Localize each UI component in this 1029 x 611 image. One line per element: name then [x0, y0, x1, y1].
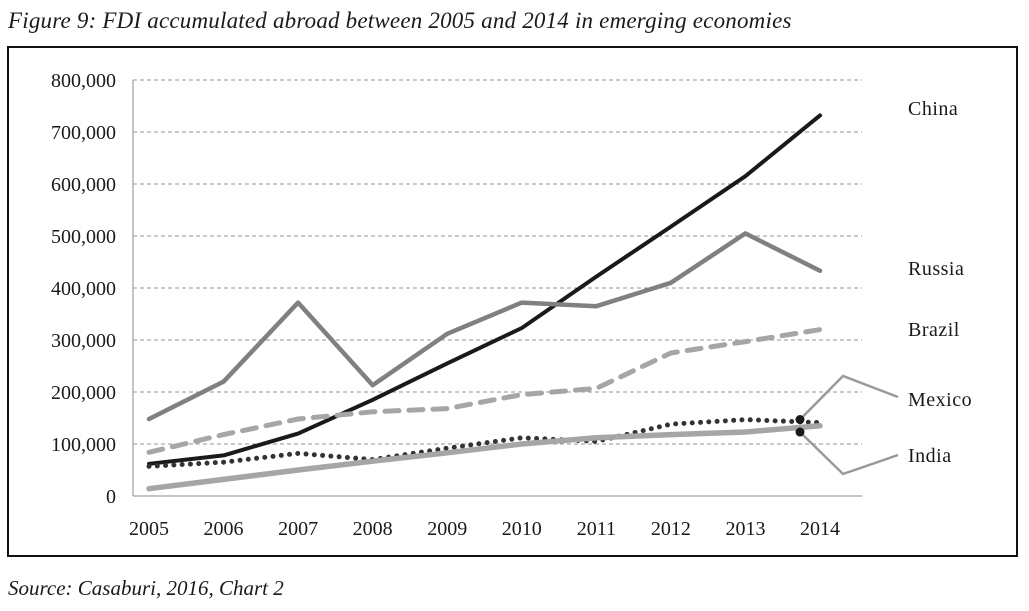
- leader-line-mexico: [799, 374, 899, 421]
- label-leaders: [795, 374, 899, 476]
- axes: [132, 80, 862, 497]
- x-tick-label: 2008: [353, 518, 393, 540]
- series-labels: China Russia Brazil Mexico India: [908, 98, 972, 467]
- y-tick-label: 600,000: [51, 174, 116, 196]
- x-axis-ticks: 2005 2006 2007 2008 2009 2010 2011 2012 2013 2014: [129, 518, 840, 540]
- y-tick-label: 300,000: [51, 330, 116, 352]
- x-tick-label: 2011: [577, 518, 616, 540]
- series-label-brazil: Brazil: [908, 319, 960, 341]
- x-tick-label: 2014: [800, 518, 840, 540]
- figure-frame: [7, 46, 1018, 557]
- y-axis-ticks: 0 100,000 200,000 300,000 400,000 500,000 600,…: [51, 70, 116, 508]
- figure-title: Figure 9: FDI accumulated abroad between…: [8, 8, 792, 33]
- x-tick-label: 2005: [129, 518, 169, 540]
- series-label-mexico: Mexico: [908, 389, 972, 411]
- y-tick-label: 400,000: [51, 278, 116, 300]
- y-tick-label: 500,000: [51, 226, 116, 248]
- grid-lines: [133, 79, 862, 445]
- y-tick-label: 200,000: [51, 382, 116, 404]
- leader-anchor-mexico: [795, 415, 805, 425]
- series-label-russia: Russia: [908, 258, 964, 280]
- y-tick-label: 100,000: [51, 434, 116, 456]
- y-tick-label: 0: [106, 486, 116, 508]
- series-label-china: China: [908, 98, 958, 120]
- x-tick-label: 2010: [502, 518, 542, 540]
- x-tick-label: 2013: [725, 518, 765, 540]
- series-line-china: [147, 113, 822, 466]
- x-tick-label: 2012: [651, 518, 691, 540]
- series-line-mexico: [146, 417, 823, 469]
- series-line-india: [146, 423, 823, 492]
- series-lines: [146, 113, 823, 492]
- leader-line-india: [799, 431, 899, 476]
- figure-source: Source: Casaburi, 2016, Chart 2: [8, 576, 284, 600]
- leader-anchor-india: [795, 427, 805, 437]
- series-line-brazil: [146, 327, 823, 455]
- y-tick-label: 800,000: [51, 70, 116, 92]
- series-label-india: India: [908, 445, 952, 467]
- y-tick-label: 700,000: [51, 122, 116, 144]
- series-line-russia: [146, 231, 823, 422]
- x-tick-label: 2006: [204, 518, 244, 540]
- x-tick-label: 2009: [427, 518, 467, 540]
- x-tick-label: 2007: [278, 518, 318, 540]
